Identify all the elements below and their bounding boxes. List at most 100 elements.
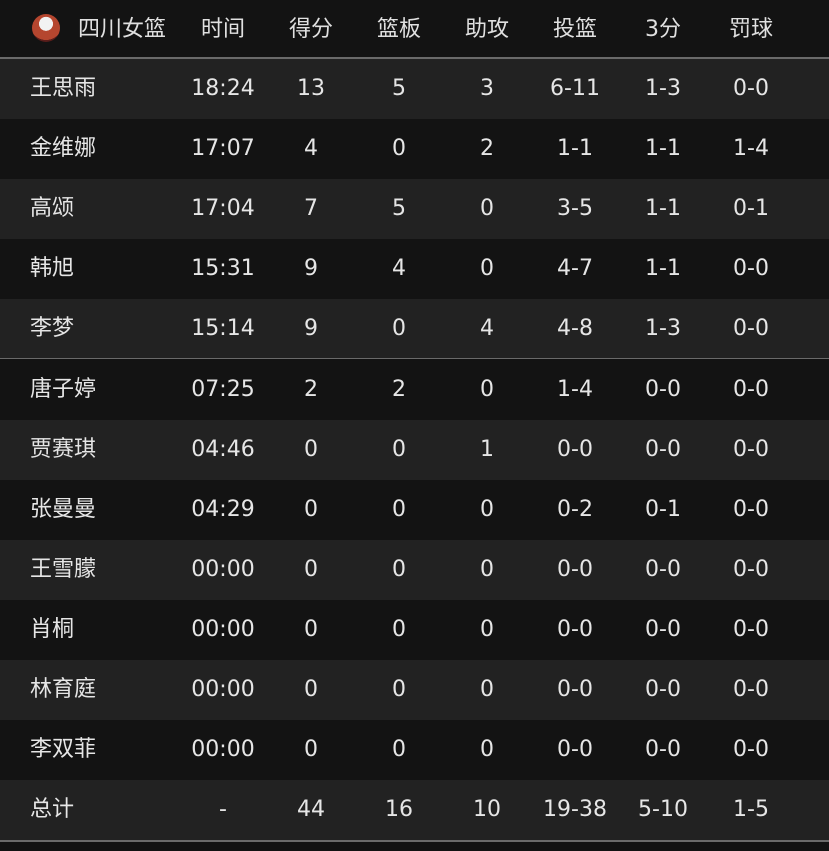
stat-cell: 1-1 <box>557 136 593 162</box>
stat-cell: 10 <box>473 797 501 823</box>
stat-cell: 0 <box>392 556 406 582</box>
player-name: 唐子婷 <box>30 376 97 402</box>
stat-cell: 0-0 <box>733 616 769 642</box>
column-header[interactable]: 投篮 <box>552 17 597 42</box>
player-row[interactable]: 张曼曼 04:29 0 0 0 0-2 0-1 0-0 <box>0 479 829 540</box>
player-row[interactable]: 林育庭 00:00 0 0 0 0-0 0-0 0-0 <box>0 660 829 720</box>
stat-cell: 1-3 <box>645 316 681 342</box>
stat-cell: 0 <box>480 256 494 282</box>
stat-cell: 0-0 <box>557 677 593 702</box>
stat-cell: 4-8 <box>557 316 593 342</box>
stat-cell: 0-0 <box>557 436 593 462</box>
stat-cell: 0 <box>480 616 494 642</box>
column-header[interactable]: 时间 <box>200 17 245 42</box>
stat-cell: 0-0 <box>733 436 769 462</box>
stat-cell: 0 <box>392 436 406 462</box>
stat-cell: 0 <box>304 677 318 702</box>
header-divider <box>0 57 829 59</box>
total-row[interactable]: 总计 - 44 16 10 19-38 5-10 1-5 <box>0 780 829 841</box>
stat-cell: 0-0 <box>557 616 593 642</box>
player-name: 王思雨 <box>30 76 97 101</box>
stat-cell: 00:00 <box>191 556 255 582</box>
stat-cell: 44 <box>297 797 325 823</box>
stat-cell: 3 <box>480 76 494 101</box>
column-header[interactable]: 得分 <box>288 17 333 42</box>
stat-cell: 1-1 <box>645 196 681 222</box>
stat-cell: 00:00 <box>191 616 255 642</box>
stat-cell: 1-3 <box>645 76 681 101</box>
stat-cell: - <box>219 797 227 823</box>
stat-cell: 0-0 <box>645 376 681 402</box>
stat-cell: 0 <box>480 496 494 522</box>
stat-cell: 1 <box>480 436 494 462</box>
stat-cell: 0-1 <box>733 196 769 222</box>
stat-cell: 0-0 <box>733 316 769 342</box>
stat-cell: 0-0 <box>733 496 769 522</box>
stat-cell: 1-1 <box>645 256 681 282</box>
stat-cell: 19-38 <box>543 797 607 823</box>
stat-cell: 2 <box>480 136 494 162</box>
stat-cell: 16 <box>385 797 413 823</box>
stat-cell: 0-0 <box>733 677 769 702</box>
player-name: 张曼曼 <box>30 496 97 522</box>
player-row[interactable]: 李双菲 00:00 0 0 0 0-0 0-0 0-0 <box>0 720 829 781</box>
player-row[interactable]: 金维娜 17:07 4 0 2 1-1 1-1 1-4 <box>0 119 829 180</box>
column-header[interactable]: 篮板 <box>376 17 421 42</box>
stat-cell: 15:31 <box>191 256 255 282</box>
stat-cell: 0 <box>304 616 318 642</box>
starters-divider <box>0 358 829 359</box>
team-logo-icon <box>32 14 60 42</box>
stat-cell: 0-0 <box>733 376 769 402</box>
column-header[interactable]: 助攻 <box>464 17 509 42</box>
player-name: 王雪朦 <box>30 556 97 582</box>
stat-cell: 0-0 <box>557 737 593 763</box>
stat-cell: 07:25 <box>191 376 255 402</box>
stat-cell: 5 <box>392 196 406 222</box>
stat-cell: 0-0 <box>733 737 769 763</box>
stat-cell: 6-11 <box>550 76 600 101</box>
stat-cell: 17:07 <box>191 136 255 162</box>
player-row[interactable]: 王雪朦 00:00 0 0 0 0-0 0-0 0-0 <box>0 539 829 600</box>
stat-cell: 00:00 <box>191 737 255 763</box>
stat-cell: 1-4 <box>733 136 769 162</box>
stat-cell: 0 <box>304 496 318 522</box>
stat-cell: 0 <box>480 556 494 582</box>
column-header[interactable]: 罚球 <box>728 17 773 42</box>
column-header[interactable]: 3分 <box>645 17 681 42</box>
stat-cell: 3-5 <box>557 196 593 222</box>
stat-cell: 4 <box>392 256 406 282</box>
player-name: 贾赛琪 <box>30 436 97 462</box>
stat-cell: 0 <box>480 376 494 402</box>
stat-cell: 5-10 <box>638 797 688 823</box>
stat-cell: 0 <box>304 556 318 582</box>
player-row[interactable]: 李梦 15:14 9 0 4 4-8 1-3 0-0 <box>0 299 829 360</box>
stat-cell: 04:29 <box>191 496 255 522</box>
stat-cell: 0 <box>480 677 494 702</box>
stat-cell: 0-0 <box>733 556 769 582</box>
stat-cell: 0 <box>480 196 494 222</box>
player-name: 林育庭 <box>30 677 97 702</box>
player-name: 李双菲 <box>30 737 97 763</box>
stat-cell: 1-5 <box>733 797 769 823</box>
stat-cell: 9 <box>304 316 318 342</box>
column-header[interactable]: 抢 <box>800 0 829 60</box>
stat-cell: 0-0 <box>733 76 769 101</box>
footer-divider <box>0 840 829 842</box>
stat-cell: 0 <box>480 737 494 763</box>
stat-cell: 0-0 <box>645 677 681 702</box>
player-name: 李梦 <box>30 316 75 342</box>
stat-cell: 04:46 <box>191 436 255 462</box>
stat-cell: 4 <box>480 316 494 342</box>
player-row[interactable]: 高颂 17:04 7 5 0 3-5 1-1 0-1 <box>0 179 829 240</box>
player-row[interactable]: 肖桐 00:00 0 0 0 0-0 0-0 0-0 <box>0 599 829 660</box>
player-row[interactable]: 王思雨 18:24 13 5 3 6-11 1-3 0-0 <box>0 59 829 119</box>
team-name: 四川女篮 <box>78 17 167 42</box>
player-row[interactable]: 贾赛琪 04:46 0 0 1 0-0 0-0 0-0 <box>0 419 829 480</box>
stat-cell: 1-1 <box>645 136 681 162</box>
stat-cell: 0 <box>392 136 406 162</box>
player-name: 总计 <box>30 797 75 823</box>
player-row[interactable]: 唐子婷 07:25 2 2 0 1-4 0-0 0-0 <box>0 359 829 420</box>
stat-cell: 2 <box>304 376 318 402</box>
player-row[interactable]: 韩旭 15:31 9 4 0 4-7 1-1 0-0 <box>0 239 829 300</box>
stat-cell: 0-2 <box>557 496 593 522</box>
